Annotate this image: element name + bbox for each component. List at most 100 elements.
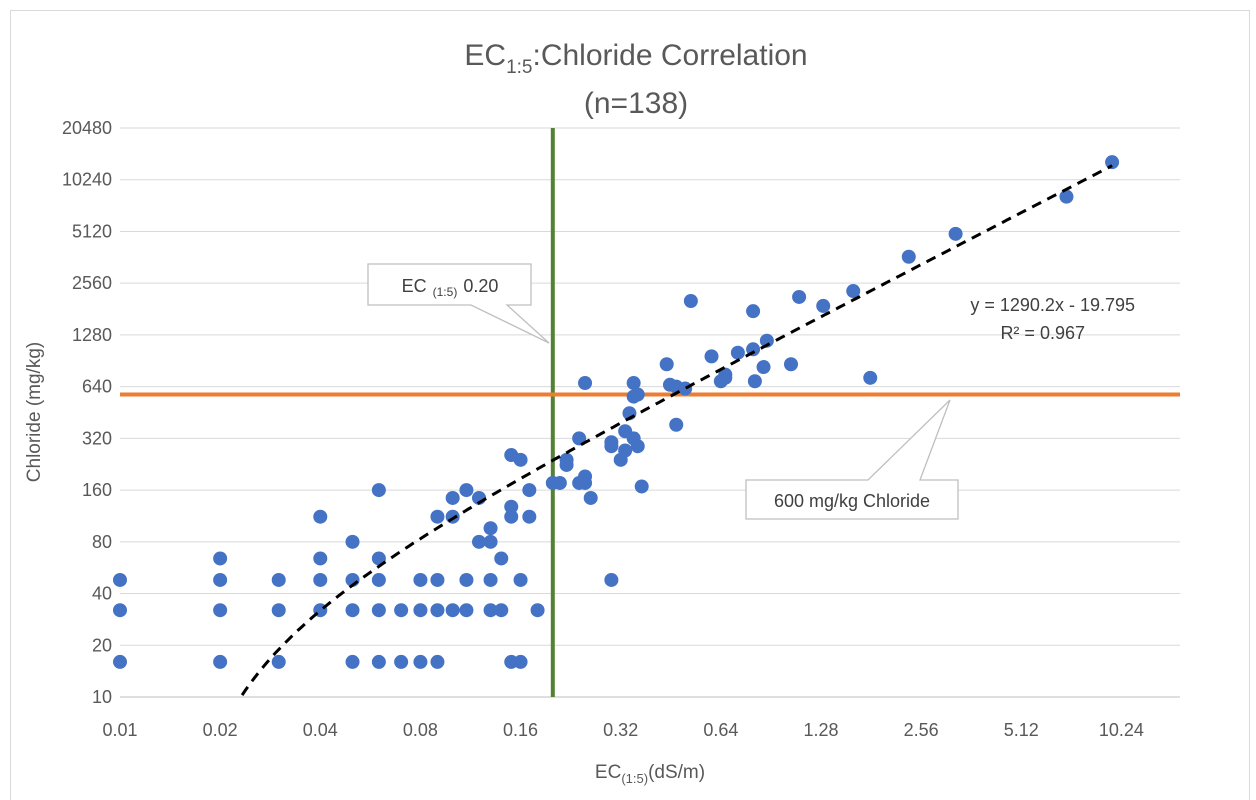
data-point	[483, 521, 498, 536]
x-tick-label: 0.08	[403, 720, 438, 740]
data-point	[816, 298, 831, 313]
chart-title-main: EC	[464, 39, 506, 72]
x-tick-labels: 0.01 0.02 0.04 0.08 0.16 0.32 0.64 1.28 2.56 5.12…	[102, 720, 1143, 740]
trendline-r2: R² = 0.967	[1000, 323, 1085, 343]
y-tick-label: 10240	[62, 170, 112, 190]
x-tick-label: 0.04	[303, 720, 338, 740]
data-point	[213, 551, 228, 566]
x-axis-title-main: EC	[595, 762, 621, 783]
data-point	[445, 509, 460, 524]
data-point	[494, 603, 509, 618]
data-point	[522, 483, 537, 498]
data-point	[1105, 155, 1120, 170]
data-point	[572, 431, 587, 446]
data-point	[445, 603, 460, 618]
data-point	[630, 387, 645, 402]
data-point	[371, 603, 386, 618]
data-point	[430, 572, 445, 587]
data-point	[313, 551, 328, 566]
data-point	[578, 469, 593, 484]
data-point	[213, 572, 228, 587]
y-tick-label: 20480	[62, 118, 112, 138]
data-point	[756, 360, 771, 375]
data-point	[459, 572, 474, 587]
data-point	[483, 603, 498, 618]
data-point	[704, 349, 719, 364]
data-point	[522, 509, 537, 524]
y-tick-label: 20	[92, 635, 112, 655]
y-tick-label: 80	[92, 532, 112, 552]
data-point	[483, 572, 498, 587]
y-tick-label: 40	[92, 584, 112, 604]
ec-callout-shape	[367, 263, 550, 344]
data-point	[459, 483, 474, 498]
data-point	[213, 603, 228, 618]
x-tick-label: 10.24	[1099, 720, 1144, 740]
data-point	[313, 509, 328, 524]
data-point	[313, 572, 328, 587]
data-point	[345, 603, 360, 618]
data-point	[271, 603, 286, 618]
data-point	[552, 475, 567, 490]
ec-callout: EC (1:5) 0.20	[367, 263, 550, 344]
data-point	[792, 289, 807, 304]
y-tick-label: 10	[92, 687, 112, 707]
data-point	[846, 284, 861, 299]
data-point	[604, 435, 619, 450]
x-tick-label: 0.01	[102, 720, 137, 740]
y-tick-label: 320	[82, 428, 112, 448]
data-point	[413, 654, 428, 669]
data-point	[630, 439, 645, 454]
chloride-callout: 600 mg/kg Chloride	[745, 399, 959, 520]
data-points	[113, 155, 1120, 669]
x-tick-label: 5.12	[1004, 720, 1039, 740]
data-point	[618, 443, 633, 458]
gridlines	[120, 127, 1180, 698]
x-axis-title-rest: (dS/m)	[648, 762, 705, 783]
data-point	[271, 654, 286, 669]
data-point	[430, 509, 445, 524]
data-point	[113, 572, 127, 587]
chart-title-rest: :Chloride Correlation	[532, 39, 807, 72]
data-point	[345, 654, 360, 669]
ec-callout-label-main: EC	[402, 276, 427, 296]
chloride-callout-shape	[745, 399, 959, 520]
data-point	[504, 509, 519, 524]
data-point	[113, 654, 127, 669]
data-point	[113, 603, 127, 618]
data-point	[430, 603, 445, 618]
data-point	[669, 417, 684, 432]
data-point	[413, 572, 428, 587]
y-tick-label: 2560	[72, 273, 112, 293]
data-point	[371, 551, 386, 566]
data-point	[901, 249, 916, 264]
data-point	[472, 534, 487, 549]
data-point	[730, 345, 745, 360]
y-tick-label: 640	[82, 377, 112, 397]
data-point	[578, 375, 593, 390]
ec-callout-label: EC (1:5) 0.20	[402, 276, 499, 299]
data-point	[394, 654, 409, 669]
data-point	[683, 294, 698, 309]
y-tick-label: 1280	[72, 325, 112, 345]
data-point	[394, 603, 409, 618]
data-point	[604, 572, 619, 587]
x-tick-label: 1.28	[803, 720, 838, 740]
x-tick-label: 0.32	[603, 720, 638, 740]
data-point	[513, 654, 528, 669]
chloride-callout-label: 600 mg/kg Chloride	[774, 491, 930, 511]
data-point	[678, 381, 693, 396]
data-point	[626, 375, 641, 390]
ec-callout-label-rest: 0.20	[463, 276, 498, 296]
data-point	[430, 654, 445, 669]
data-point	[494, 551, 509, 566]
data-point	[513, 452, 528, 467]
data-point	[759, 333, 774, 348]
x-tick-label: 0.02	[203, 720, 238, 740]
y-tick-label: 5120	[72, 221, 112, 241]
data-point	[371, 572, 386, 587]
data-point	[559, 452, 574, 467]
data-point	[371, 483, 386, 498]
x-tick-label: 0.64	[703, 720, 738, 740]
